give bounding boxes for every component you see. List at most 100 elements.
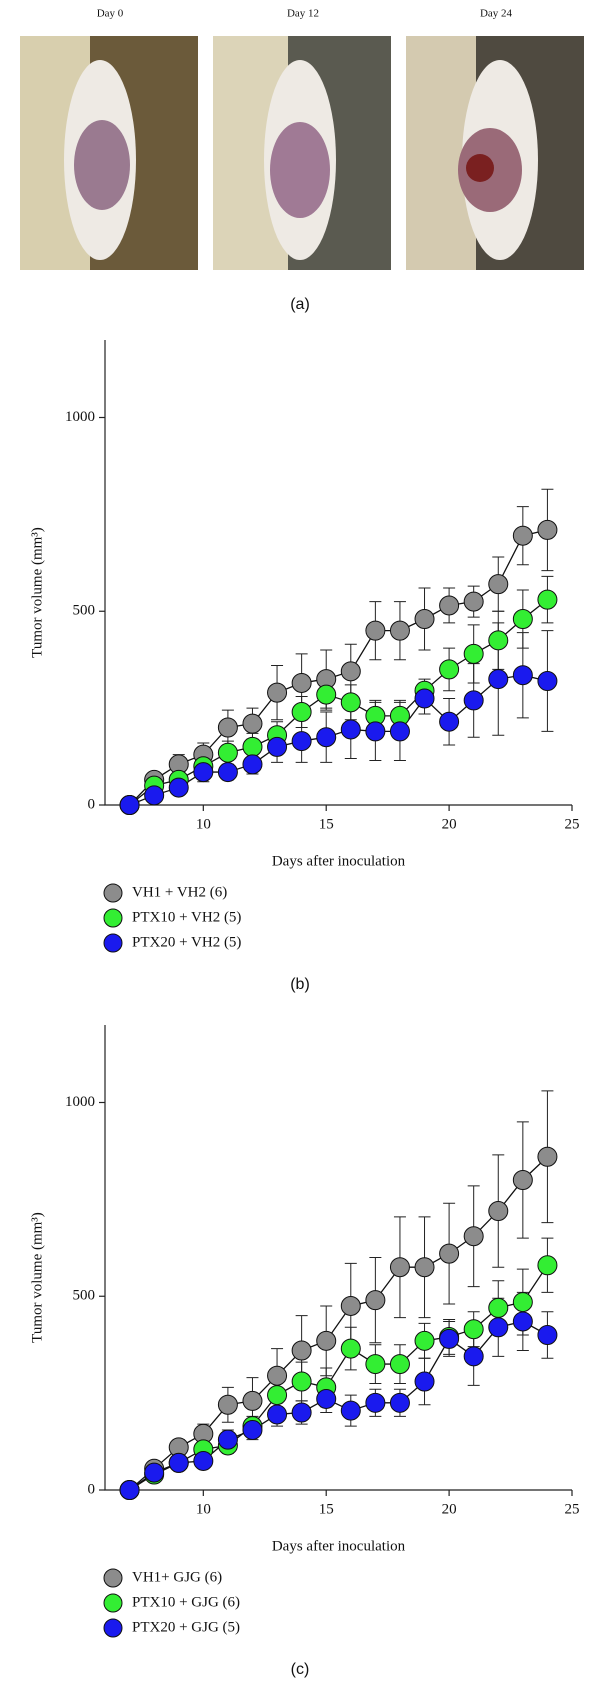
data-point (439, 1243, 460, 1264)
legend-marker (103, 1568, 123, 1588)
data-point (389, 1354, 410, 1375)
data-point (316, 727, 337, 748)
data-point (463, 1319, 484, 1340)
data-point (340, 719, 361, 740)
data-point (267, 1365, 288, 1386)
x-tick-label: 15 (319, 816, 334, 832)
y-tick-label: 500 (73, 1288, 96, 1304)
legend-label: PTX20 + GJG (5) (132, 1619, 240, 1635)
y-tick-label: 1000 (65, 409, 95, 425)
panel-caption: (a) (290, 296, 310, 313)
data-point (463, 1346, 484, 1367)
data-point (439, 1328, 460, 1349)
data-point (463, 591, 484, 612)
x-axis-label: Days after inoculation (272, 1538, 406, 1554)
y-tick-label: 0 (88, 1481, 96, 1497)
panel-caption: (c) (291, 1661, 310, 1678)
data-point (537, 1255, 558, 1276)
data-point (389, 620, 410, 641)
x-tick-label: 20 (442, 1501, 457, 1517)
photo-label: Day 12 (287, 8, 319, 20)
panel-caption: (b) (290, 976, 310, 993)
data-point (414, 1330, 435, 1351)
data-point (340, 1295, 361, 1316)
axis-line (104, 1025, 572, 1491)
data-point (242, 713, 263, 734)
data-point (414, 688, 435, 709)
data-point (291, 731, 312, 752)
y-tick-label: 500 (73, 603, 96, 619)
x-tick-label: 20 (442, 816, 457, 832)
data-point (488, 630, 509, 651)
data-point (463, 643, 484, 664)
y-tick-label: 0 (88, 796, 96, 812)
legend-label: VH1 + VH2 (6) (132, 884, 227, 900)
series-line (129, 1156, 548, 1491)
series-line (129, 599, 548, 806)
data-point (242, 1419, 263, 1440)
data-point (267, 1385, 288, 1406)
data-point (365, 1290, 386, 1311)
legend-label: PTX20 + VH2 (5) (132, 934, 241, 950)
data-point (144, 785, 165, 806)
data-point (365, 721, 386, 742)
legend-marker (103, 1618, 123, 1638)
photo (213, 36, 391, 270)
data-point (193, 762, 214, 783)
data-point (537, 589, 558, 610)
data-point (316, 684, 337, 705)
data-point (291, 1402, 312, 1423)
data-point (242, 736, 263, 757)
data-point (512, 525, 533, 546)
data-point (512, 1292, 533, 1313)
data-point (414, 609, 435, 629)
data-point (291, 672, 312, 693)
photo (20, 36, 198, 270)
legend-label: VH1+ GJG (6) (132, 1569, 222, 1585)
data-point (439, 595, 460, 616)
data-point (340, 661, 361, 682)
y-axis-label: Tumor volume (mm³) (29, 527, 45, 658)
data-point (144, 1462, 165, 1483)
data-point (316, 1388, 337, 1409)
legend-label: PTX10 + VH2 (5) (132, 909, 241, 925)
data-point (168, 777, 189, 798)
data-point (217, 742, 238, 763)
data-point (365, 1354, 386, 1375)
legend-marker (103, 933, 123, 953)
data-point (267, 1404, 288, 1425)
data-point (316, 1330, 337, 1351)
data-point (389, 721, 410, 742)
data-point (537, 1146, 558, 1167)
x-tick-label: 10 (196, 1501, 211, 1517)
data-point (217, 1429, 238, 1450)
data-point (119, 1480, 140, 1500)
data-point (512, 665, 533, 686)
x-axis-label: Days after inoculation (272, 853, 406, 869)
data-point (414, 1371, 435, 1392)
legend-label: PTX10 + GJG (6) (132, 1594, 240, 1610)
data-point (242, 754, 263, 775)
data-point (488, 574, 509, 595)
data-point (340, 1400, 361, 1421)
data-point (488, 669, 509, 690)
data-point (217, 762, 238, 783)
data-point (488, 1317, 509, 1338)
data-point (242, 1390, 263, 1411)
legend-marker (103, 883, 123, 903)
data-point (488, 1297, 509, 1318)
data-point (537, 671, 558, 691)
photo-panel: Day 0 Day 12 Day 24 (a) (20, 8, 584, 313)
data-point (389, 1392, 410, 1413)
data-point (193, 1450, 214, 1471)
data-point (168, 1452, 189, 1473)
legend-marker (103, 1593, 123, 1613)
data-point (340, 692, 361, 713)
data-point (463, 690, 484, 711)
photo (406, 36, 584, 270)
data-point (365, 1392, 386, 1413)
x-tick-label: 10 (196, 816, 211, 832)
data-point (537, 519, 558, 540)
x-tick-label: 15 (319, 1501, 334, 1517)
